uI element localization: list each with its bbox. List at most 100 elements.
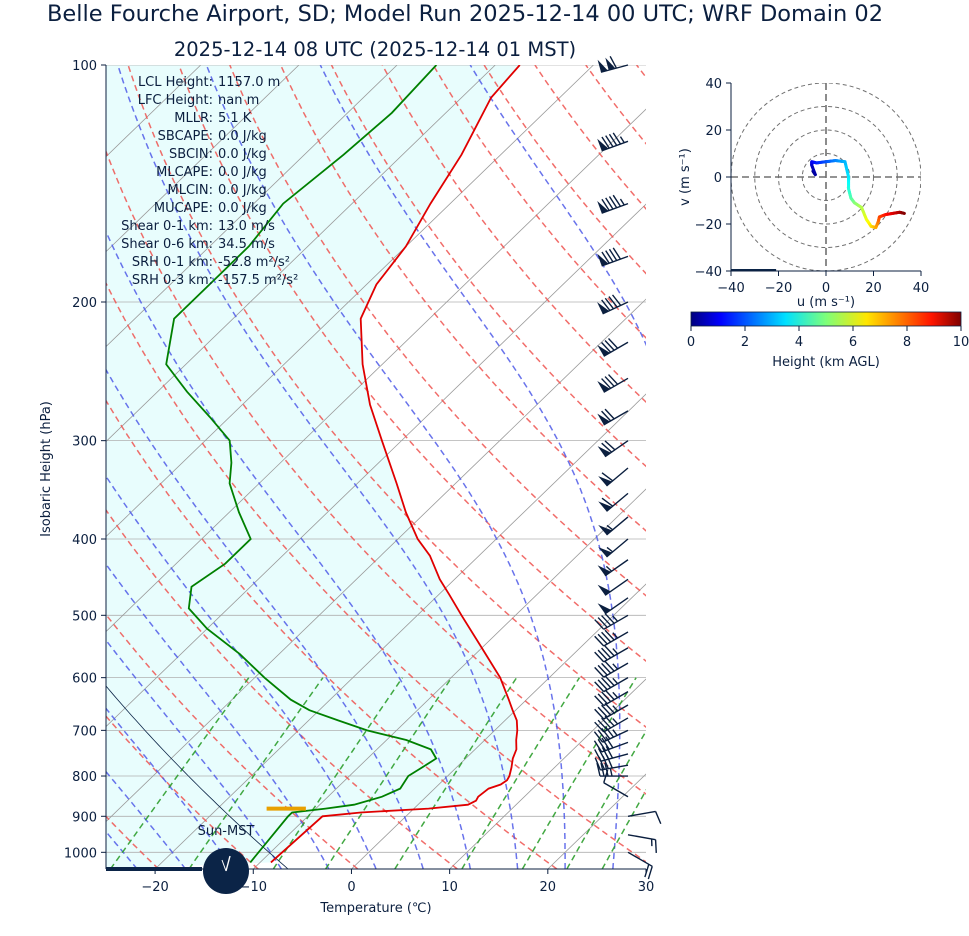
hodograph-x-tick-label: 20 [865,281,882,296]
wind-barb-feather [601,615,612,626]
wind-barb [597,132,629,152]
wind-barb-staff [603,614,629,630]
y-tick-label: 1000 [64,846,97,861]
wind-barb-staff [603,691,629,707]
wind-barb-feather [601,136,610,149]
stat-label: MUCAPE: [154,201,213,216]
moist-adiabat-line [106,368,424,869]
wind-barb-staff [602,729,629,743]
wind-barb-feather [609,55,618,69]
wind-barb [597,578,629,596]
wind-barb-staff [603,631,629,647]
dry-adiabat-line [106,399,558,869]
colorbar-tick-label: 6 [849,335,857,350]
wind-barb-feather [611,294,622,306]
wind-barb-feather [601,717,612,729]
stat-label: LFC Height: [138,93,213,108]
stat-value: 0.0 J/kg [218,165,267,180]
isotherm-line [252,488,646,869]
height-colorbar: 0 2 4 6 8 10 Height (km AGL) [687,311,969,370]
wind-barb-half-feather [606,524,614,531]
wind-barb-feather [604,675,615,687]
isotherm-line [744,65,969,869]
wind-barb-flag [598,525,612,535]
wind-barb-feather [594,651,605,663]
wind-barb-half-feather [612,729,618,736]
wind-barb-half-feather [612,615,619,622]
wind-barb-feather [604,645,615,657]
wind-barb [597,247,629,267]
wind-barb-feather [593,731,604,743]
wind-barb-feather [594,721,605,733]
isotherm-line [449,678,646,869]
stat-value: 0.0 J/kg [218,147,267,162]
wind-barb-feather [601,677,612,689]
x-axis-label: Temperature (℃) [319,901,431,916]
wind-barb-flag [597,138,609,151]
wind-barb-flag [598,476,612,486]
wind-barb-staff [603,704,629,720]
wind-barb-feather [612,132,622,145]
isotherm-line [154,393,646,869]
wind-barb-feather [601,691,612,703]
wind-barb-feather [597,719,608,731]
hodograph-x-tick-label: 40 [913,281,930,296]
wind-barb-staff [606,467,629,487]
hodograph-x-label: u (m s⁻¹) [797,295,855,310]
moist-adiabat-line [106,230,472,869]
wind-barb [594,660,629,678]
wind-barb-feather [601,747,610,760]
wind-barb [594,689,629,707]
wind-barb-flag [598,501,612,512]
wind-barb-feather [594,749,602,762]
hodograph-x-tick-label: 0 [822,281,830,296]
wind-barb-feather [654,839,657,854]
hodograph-y-tick-label: 0 [714,171,722,186]
stat-label: Shear 0-6 km: [121,237,213,252]
wind-barb-feather [601,342,612,353]
wind-barb-half-feather [612,677,619,685]
wind-barb-feather [597,649,608,661]
chart-subtitle: 2025-12-14 08 UTC (2025-12-14 01 MST) [174,38,576,61]
wind-barb-feather [601,662,612,674]
mixing-ratio-line [324,677,453,869]
wind-barb-feather [597,679,608,691]
stat-value: 34.5 m/s [218,237,275,252]
wind-barb-feather [597,706,608,718]
colorbar-tick-label: 8 [903,335,911,350]
wind-barb [598,467,629,487]
wind-barb-feather [597,729,607,741]
x-tick-label: 10 [441,880,458,895]
wind-barb-feather [604,376,615,387]
skew-t-plot: −20 −10 0 10 20 30100200300400500600700800900… [39,55,969,916]
wind-barb-feather [594,681,605,693]
wind-barb [598,538,629,558]
wind-barb-staff [603,782,629,798]
wind-barb [594,629,629,647]
wind-barb-staff [627,810,656,817]
sun-label: Sun-MST [198,824,255,839]
wind-barb-feather [608,296,618,308]
dry-adiabat-line [106,281,646,863]
wind-barb [627,810,662,824]
wind-barb-feather [601,647,612,659]
hodograph-y-label: v (m s⁻¹) [678,148,693,206]
wind-barb-half-feather [606,546,614,553]
isotherm-line [106,203,646,728]
wind-barb-flag [597,345,610,357]
colorbar-label: Height (km AGL) [772,355,880,370]
wind-barb-feather [605,250,614,263]
isotherm-line [351,583,646,869]
wind-barb-half-feather [612,705,619,712]
dry-adiabat-line [106,715,259,869]
wind-barb-flag [597,603,611,614]
moist-adiabat-line [205,65,566,869]
stat-value: 5.1 K [218,111,252,126]
y-tick-label: 300 [72,435,97,450]
wind-barb-feather [608,248,618,261]
stat-value: 13.0 m/s [218,219,275,234]
stat-label: MLCAPE: [156,165,213,180]
x-tick-label: −10 [240,880,267,895]
hodograph-y-tick-label: 20 [705,124,722,139]
wind-barb-half-feather [619,136,625,144]
